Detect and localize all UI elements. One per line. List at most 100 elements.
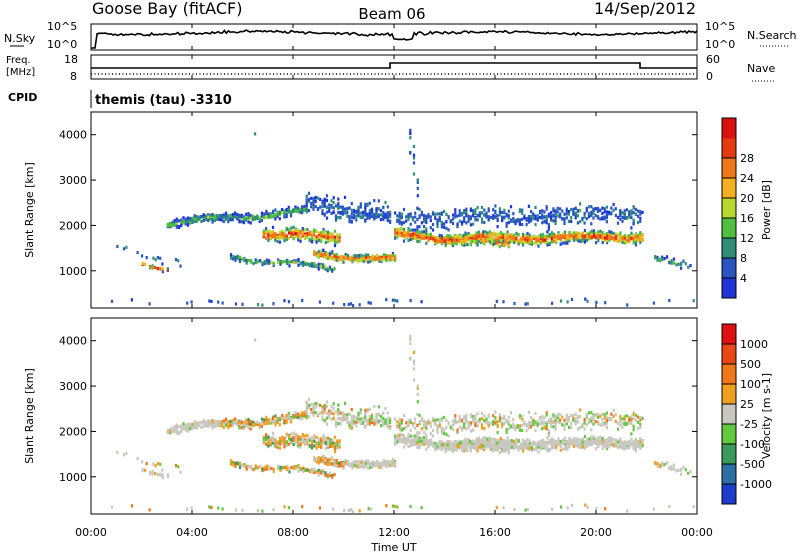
heatmap-cell (340, 254, 343, 259)
heatmap-cell (281, 417, 284, 421)
heatmap-cell (412, 350, 416, 354)
heatmap-cell (260, 218, 263, 222)
heatmap-cell (322, 454, 325, 458)
heatmap-cell (495, 232, 498, 236)
heatmap-cell (202, 213, 205, 217)
heatmap-cell (357, 415, 360, 419)
heatmap-cell (343, 210, 347, 214)
heatmap-cell (460, 445, 463, 449)
heatmap-cell (443, 225, 446, 229)
heatmap-cell (474, 216, 477, 220)
heatmap-cell (568, 233, 571, 237)
heatmap-cell (322, 227, 325, 232)
heatmap-cell (269, 442, 272, 446)
heatmap-cell (458, 419, 461, 423)
heatmap-cell (610, 230, 613, 234)
heatmap-cell (259, 465, 262, 469)
heatmap-cell (623, 417, 626, 421)
heatmap-cell (515, 239, 518, 244)
heatmap-cell (268, 465, 271, 469)
heatmap-cell (254, 464, 257, 468)
heatmap-cell (619, 231, 622, 235)
heatmap-cell (434, 441, 437, 445)
heatmap-cell (513, 444, 516, 448)
heatmap-cell (510, 239, 514, 243)
heatmap-cell (175, 219, 178, 223)
heatmap-cell (507, 449, 510, 454)
heatmap-cell (498, 416, 501, 420)
heatmap-cell (335, 255, 338, 259)
heatmap-cell (521, 417, 524, 421)
heatmap-cell (572, 441, 575, 445)
heatmap-cell (281, 442, 284, 446)
heatmap-cell (310, 470, 314, 474)
heatmap-cell (287, 208, 290, 212)
heatmap-cell (487, 209, 490, 213)
heatmap-cell (298, 416, 302, 420)
heatmap-cell (583, 240, 587, 244)
heatmap-cell (420, 213, 423, 217)
heatmap-cell (612, 414, 615, 418)
heatmap-cell (394, 229, 397, 233)
heatmap-cell (595, 439, 598, 443)
heatmap-cell (189, 221, 192, 225)
heatmap-cell (630, 442, 633, 446)
heatmap-cell (369, 461, 372, 466)
heatmap-cell (556, 420, 559, 424)
heatmap-cell (319, 470, 323, 474)
heatmap-cell (297, 234, 300, 238)
heatmap-cell (414, 442, 417, 446)
heatmap-cell (464, 442, 467, 446)
heatmap-cell (555, 234, 558, 238)
heatmap-cell (484, 439, 487, 443)
heatmap-cell (310, 407, 313, 411)
heatmap-cell (396, 214, 399, 218)
heatmap-cell (324, 235, 327, 239)
heatmap-cell (341, 411, 344, 415)
heatmap-cell (525, 217, 528, 221)
heatmap-cell (400, 421, 403, 425)
heatmap-cell (505, 224, 508, 228)
heatmap-cell (504, 238, 507, 243)
heatmap-cell (510, 445, 514, 449)
heatmap-cell (385, 298, 388, 302)
heatmap-cell (548, 441, 551, 445)
heatmap-cell (391, 257, 394, 261)
heatmap-cell (364, 415, 367, 419)
heatmap-cell (492, 414, 495, 418)
heatmap-cell (479, 232, 483, 236)
heatmap-cell (334, 420, 338, 424)
heatmap-cell (507, 221, 510, 225)
heatmap-cell (271, 230, 275, 234)
heatmap-cell (269, 213, 272, 217)
heatmap-cell (370, 416, 374, 420)
heatmap-cell (265, 433, 268, 437)
noise-left-tick-bottom: 10^0 (47, 38, 77, 51)
heatmap-cell (467, 423, 470, 427)
heatmap-cell (218, 217, 221, 221)
heatmap-cell (328, 473, 332, 477)
heatmap-cell (621, 421, 624, 425)
heatmap-cell (319, 205, 322, 209)
heatmap-cell (614, 438, 618, 442)
heatmap-cell (360, 461, 363, 465)
heatmap-cell (279, 466, 282, 470)
heatmap-cell (496, 225, 499, 229)
heatmap-cell (186, 219, 190, 223)
heatmap-cell (414, 232, 417, 236)
heatmap-cell (431, 428, 435, 433)
heatmap-cell (353, 464, 356, 468)
heatmap-cell (409, 131, 412, 136)
heatmap-cell (156, 267, 159, 271)
heatmap-cell (342, 256, 345, 260)
heatmap-cell (507, 209, 510, 213)
heatmap-cell (555, 236, 558, 241)
heatmap-cell (367, 253, 370, 257)
heatmap-cell (402, 230, 406, 235)
heatmap-cell (587, 421, 591, 425)
heatmap-cell (416, 412, 419, 416)
heatmap-cell (252, 468, 255, 472)
freq-tick-top: 18 (64, 53, 78, 66)
heatmap-cell (601, 443, 604, 447)
